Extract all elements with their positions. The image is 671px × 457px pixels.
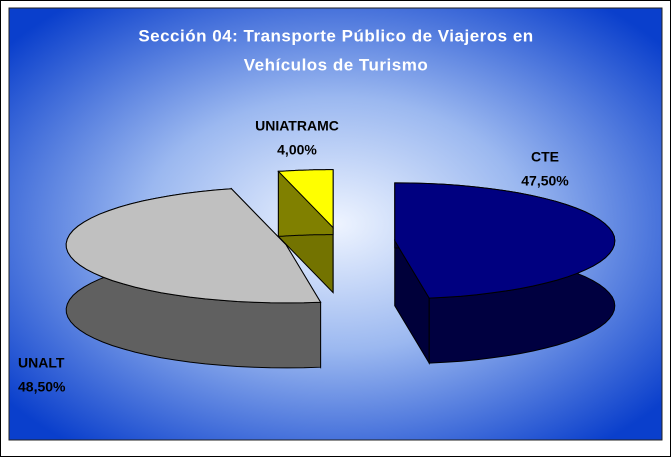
pie-slice	[65, 187, 322, 370]
slice-label: CTE	[531, 149, 559, 165]
slice-value-label: 48,50%	[18, 379, 66, 395]
slice-label: UNIATRAMC	[255, 118, 339, 134]
slice-top	[277, 169, 334, 229]
pie-slice	[394, 182, 616, 365]
slice-top	[65, 188, 322, 304]
pie	[65, 169, 616, 370]
slice-label: UNALT	[18, 355, 65, 371]
chart-title: Vehículos de Turismo	[244, 55, 428, 74]
slice-value-label: 4,00%	[277, 142, 317, 158]
slice-value-label: 47,50%	[521, 173, 569, 189]
pie-slice	[277, 169, 334, 294]
slice-top	[394, 182, 616, 299]
chart-title: Sección 04: Transporte Público de Viajer…	[138, 26, 533, 45]
